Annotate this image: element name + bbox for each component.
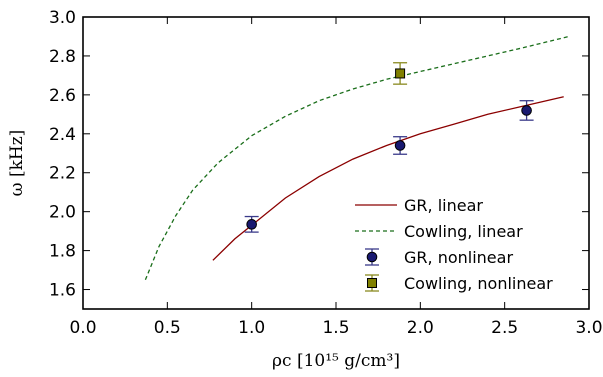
- x-tick-label: 0.5: [154, 318, 181, 338]
- legend-marker-gr-nonlinear: [366, 251, 378, 263]
- marker-gr-nonlinear: [394, 140, 406, 151]
- marker-cowling-nonlinear: [395, 68, 406, 79]
- y-axis-label-text: ω [kHz]: [7, 130, 27, 197]
- legend-label-gr-nonlinear: GR, nonlinear: [404, 248, 513, 267]
- x-tick-label: 1.0: [238, 318, 265, 338]
- x-tick-label: 3.0: [575, 318, 602, 338]
- legend-label-cowling-linear: Cowling, linear: [404, 222, 523, 241]
- series-layer: [144, 35, 569, 281]
- x-tick-label: 2.0: [407, 318, 434, 338]
- ticks-layer: [82, 16, 590, 309]
- legend-key-gr-nonlinear: [365, 248, 379, 266]
- y-tick-label: 2.4: [49, 125, 76, 145]
- tick-labels-layer: 0.0 0.5 1.0 1.5 2.0 2.5 3.0 1.6 1.8 2.0 2.2 2.4 2.6 2…: [49, 8, 603, 338]
- plot-frame: [82, 16, 590, 310]
- data-point-gr-nonlinear: [244, 215, 259, 233]
- x-axis-label: ρc [10¹⁵ g/cm³]: [272, 351, 400, 371]
- legend: GR, linear Cowling, linear GR, nonlinear…: [355, 196, 553, 293]
- x-tick-label: 1.5: [322, 318, 349, 338]
- y-tick-label: 3.0: [49, 8, 76, 28]
- marker-gr-nonlinear: [521, 105, 532, 116]
- y-tick-label: 1.8: [49, 242, 76, 262]
- x-axis-label-text: ρc [10¹⁵ g/cm³]: [272, 351, 400, 371]
- x-tick-label: 2.5: [491, 318, 518, 338]
- marker-gr-nonlinear: [246, 219, 257, 230]
- data-point-gr-nonlinear: [519, 100, 534, 121]
- data-point-cowling-nonlinear: [393, 62, 408, 85]
- y-tick-label: 2.6: [49, 86, 76, 106]
- y-axis-label: ω [kHz]: [7, 130, 27, 197]
- legend-marker-cowling-nonlinear: [367, 278, 377, 288]
- y-tick-label: 2.0: [49, 203, 76, 223]
- legend-label-gr-linear: GR, linear: [404, 196, 483, 215]
- data-point-gr-nonlinear: [393, 136, 408, 155]
- series-line-cowling-linear: [144, 35, 569, 281]
- legend-key-cowling-nonlinear: [365, 274, 379, 292]
- legend-label-cowling-nonlinear: Cowling, nonlinear: [404, 274, 553, 293]
- y-tick-label: 2.2: [49, 164, 76, 184]
- x-tick-label: 0.0: [69, 318, 96, 338]
- y-tick-label: 2.8: [49, 47, 76, 67]
- y-tick-label: 1.6: [49, 281, 76, 301]
